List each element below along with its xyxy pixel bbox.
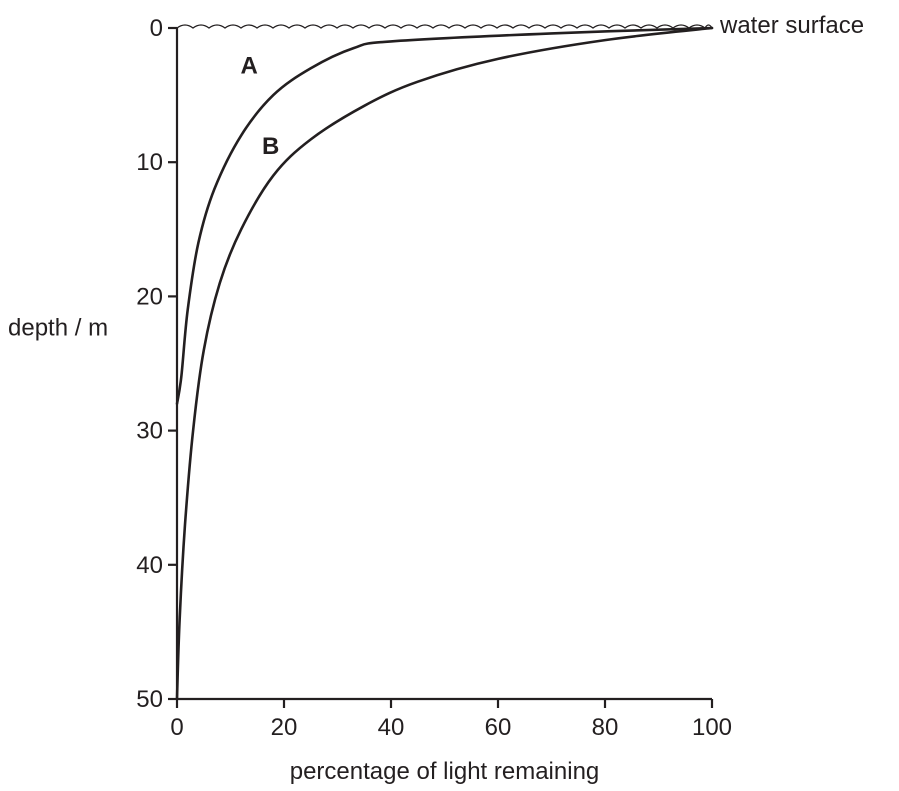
x-tick-label: 60 xyxy=(485,714,512,741)
y-tick-label: 40 xyxy=(136,552,163,579)
y-tick-label: 30 xyxy=(136,418,163,445)
x-axis-title: percentage of light remaining xyxy=(290,758,600,785)
x-tick-label: 80 xyxy=(592,714,619,741)
y-tick-label: 20 xyxy=(136,283,163,310)
series-label-b: B xyxy=(262,133,279,160)
water-surface-label: water surface xyxy=(719,12,864,39)
y-axis-title: depth / m xyxy=(8,314,108,341)
x-tick-label: 0 xyxy=(170,714,183,741)
x-tick-label: 100 xyxy=(692,714,732,741)
y-tick-label: 0 xyxy=(150,15,163,42)
curve-b xyxy=(175,26,714,701)
water-surface xyxy=(176,24,713,29)
x-tick-label: 20 xyxy=(271,714,298,741)
curve-a xyxy=(175,26,714,406)
series-label-a: A xyxy=(241,53,258,80)
water-surface-line xyxy=(176,24,713,29)
y-tick-label: 10 xyxy=(136,149,163,176)
labels: 0 20 40 60 80 100 0 10 20 30 40 50 percentage of lig… xyxy=(8,12,864,785)
curves xyxy=(175,26,714,701)
x-tick-label: 40 xyxy=(378,714,405,741)
axes xyxy=(168,26,714,708)
y-tick-label: 50 xyxy=(136,686,163,713)
